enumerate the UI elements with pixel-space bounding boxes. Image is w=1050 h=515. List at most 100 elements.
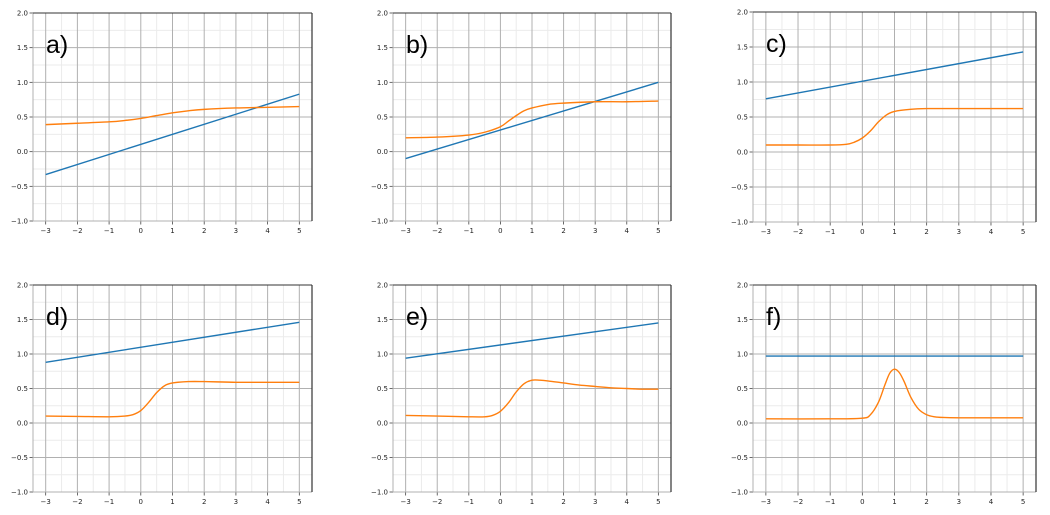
y-tick-label: −0.5 — [371, 454, 388, 462]
x-tick-label: −2 — [793, 498, 803, 506]
series-line-orange — [45, 105, 300, 126]
x-tick-label: 1 — [892, 498, 896, 506]
x-tick-label: 1 — [170, 227, 174, 235]
x-tick-label: −3 — [400, 227, 410, 235]
x-tick-label: 4 — [989, 228, 994, 236]
x-tick-label: −1 — [104, 227, 114, 235]
y-tick-label: −0.5 — [11, 183, 28, 191]
y-tick-label: −1.0 — [11, 218, 28, 226]
y-tick-label: 1.0 — [17, 79, 28, 87]
x-tick-label: 0 — [139, 498, 143, 506]
x-tick-label: −1 — [464, 498, 474, 506]
series-line-blue — [45, 321, 300, 363]
y-tick-label: 2.0 — [17, 10, 28, 18]
y-tick-label: −0.5 — [731, 184, 748, 192]
y-tick-label: 0.0 — [737, 149, 748, 157]
x-tick-label: 3 — [957, 228, 961, 236]
x-tick-label: −2 — [432, 227, 442, 235]
y-tick-label: 1.0 — [737, 351, 748, 359]
x-tick-label: −2 — [72, 498, 82, 506]
y-tick-label: 0.0 — [17, 148, 28, 156]
subplot-e: −3 −2 −1 0 1 2 3 4 5 −1.0 −0.5 0.0 0.5 1.0 1.5 2.0 e) — [371, 282, 672, 506]
y-tick-label: −1.0 — [731, 219, 748, 227]
panel-label: d) — [46, 303, 68, 331]
y-tick-label: 1.5 — [17, 44, 28, 52]
x-tick-label: 5 — [656, 498, 660, 506]
y-tick-label: 0.5 — [737, 385, 748, 393]
x-tick-label: 0 — [139, 227, 143, 235]
x-tick-label: −2 — [72, 227, 82, 235]
y-tick-label: 0.5 — [737, 114, 748, 122]
x-tick-label: 4 — [265, 498, 270, 506]
x-tick-label: −3 — [41, 498, 51, 506]
y-tick-label: 0.5 — [17, 385, 28, 393]
x-tick-label: −1 — [104, 498, 114, 506]
subplot-a: −3 −2 −1 0 1 2 3 4 5 −1.0 −0.5 0.0 0.5 1.0 1.5 2.0 a) — [11, 10, 313, 235]
y-tick-label: 1.5 — [377, 44, 388, 52]
x-tick-label: 3 — [593, 498, 597, 506]
y-tick-label: 2.0 — [737, 9, 748, 17]
panel-label: c) — [766, 30, 787, 58]
x-tick-label: 5 — [1021, 228, 1025, 236]
y-tick-label: 2.0 — [737, 282, 748, 290]
y-tick-label: 0.0 — [377, 420, 388, 428]
x-tick-label: 2 — [561, 227, 565, 235]
y-tick-label: 1.5 — [737, 316, 748, 324]
x-tick-label: −3 — [761, 228, 771, 236]
y-tick-label: 1.5 — [377, 316, 388, 324]
x-tick-label: −2 — [793, 228, 803, 236]
x-tick-label: 1 — [170, 498, 174, 506]
subplot-c: −3 −2 −1 0 1 2 3 4 5 −1.0 −0.5 0.0 0.5 1.0 1.5 2.0 c) — [731, 9, 1037, 236]
x-tick-label: 2 — [561, 498, 565, 506]
y-tick-label: −1.0 — [731, 489, 748, 497]
panel-label: b) — [406, 31, 428, 59]
series-line-blue — [405, 81, 659, 160]
y-tick-label: 0.0 — [377, 148, 388, 156]
x-tick-label: 0 — [498, 498, 502, 506]
y-tick-label: 0.5 — [377, 385, 388, 393]
x-tick-label: −1 — [464, 227, 474, 235]
x-tick-label: 2 — [202, 498, 206, 506]
x-tick-label: 4 — [989, 498, 994, 506]
x-tick-label: 3 — [234, 498, 238, 506]
x-tick-label: 2 — [924, 498, 928, 506]
x-tick-label: −1 — [825, 228, 835, 236]
series-line-blue — [405, 322, 659, 359]
series-line-orange — [765, 368, 1024, 420]
x-tick-label: 5 — [297, 498, 301, 506]
x-tick-label: 5 — [1021, 498, 1025, 506]
panel-label: a) — [46, 31, 68, 59]
x-tick-label: 1 — [892, 228, 896, 236]
panel-label: e) — [406, 303, 428, 331]
x-tick-label: 0 — [860, 228, 864, 236]
y-tick-label: −1.0 — [371, 218, 388, 226]
x-tick-label: 2 — [202, 227, 206, 235]
y-tick-label: −1.0 — [371, 489, 388, 497]
y-tick-label: −0.5 — [11, 454, 28, 462]
x-tick-label: −1 — [825, 498, 835, 506]
y-tick-label: 2.0 — [377, 10, 388, 18]
y-tick-label: 1.5 — [737, 44, 748, 52]
y-tick-label: 0.5 — [377, 114, 388, 122]
y-tick-label: 1.0 — [377, 351, 388, 359]
y-tick-label: 0.0 — [17, 420, 28, 428]
y-tick-label: 1.0 — [17, 351, 28, 359]
x-tick-label: 4 — [625, 227, 630, 235]
x-tick-label: 3 — [957, 498, 961, 506]
series-line-orange — [45, 380, 300, 418]
y-tick-label: −0.5 — [731, 454, 748, 462]
x-tick-label: −3 — [400, 498, 410, 506]
x-tick-label: 4 — [265, 227, 270, 235]
x-tick-label: 1 — [530, 498, 534, 506]
y-tick-label: 1.5 — [17, 316, 28, 324]
y-tick-label: 1.0 — [737, 79, 748, 87]
x-tick-label: −3 — [41, 227, 51, 235]
panel-label: f) — [766, 303, 781, 331]
x-tick-label: 0 — [498, 227, 502, 235]
x-tick-label: −2 — [432, 498, 442, 506]
series-line-orange — [765, 107, 1024, 146]
x-tick-label: 0 — [860, 498, 864, 506]
subplot-d: −3 −2 −1 0 1 2 3 4 5 −1.0 −0.5 0.0 0.5 1.0 1.5 2.0 d) — [11, 282, 313, 506]
x-tick-label: 3 — [234, 227, 238, 235]
x-tick-label: 3 — [593, 227, 597, 235]
